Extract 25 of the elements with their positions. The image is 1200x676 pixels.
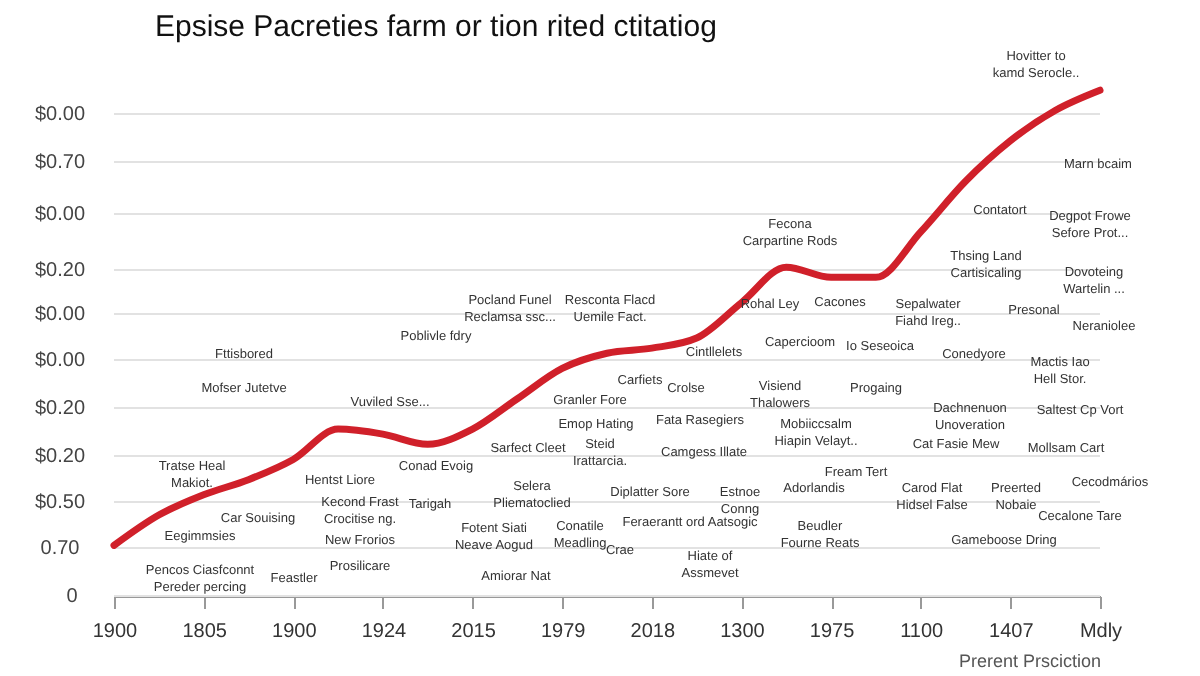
text: $0.50 — [34, 492, 86, 514]
x-tick-label: Mdly — [1079, 621, 1123, 643]
x-axis-title: Prerent Prsciction — [958, 651, 1101, 671]
x-tick-label: 1900 — [272, 621, 318, 643]
x-tick-label: 1975 — [809, 621, 856, 643]
x-tick-label: 1805 — [182, 621, 228, 643]
x-tick-label: 1924 — [361, 621, 408, 643]
text: $0.70 — [34, 152, 86, 174]
x-tick-label: 2015 — [451, 621, 497, 643]
text: $0.20 — [34, 260, 86, 282]
chart-title: Epsise Pacreties farm or tion rited ctitatiog — [154, 10, 717, 44]
x-tick-label: 1979 — [540, 621, 587, 643]
x-tick-label: 1407 — [989, 621, 1035, 643]
text: $0.20 — [34, 446, 86, 468]
x-tick-label: 2018 — [630, 621, 676, 643]
text: $0.00 — [34, 350, 86, 372]
x-tick-label: 1100 — [900, 621, 945, 643]
text: $0.00 — [34, 104, 86, 126]
x-tick-label: 1900 — [92, 621, 139, 643]
text: 0.70 — [40, 538, 81, 560]
text: $0.00 — [34, 204, 86, 226]
text: $0.00 — [34, 304, 86, 326]
text: 0 — [66, 586, 79, 608]
text: $0.20 — [34, 398, 86, 420]
x-tick-label: 1300 — [720, 621, 766, 643]
